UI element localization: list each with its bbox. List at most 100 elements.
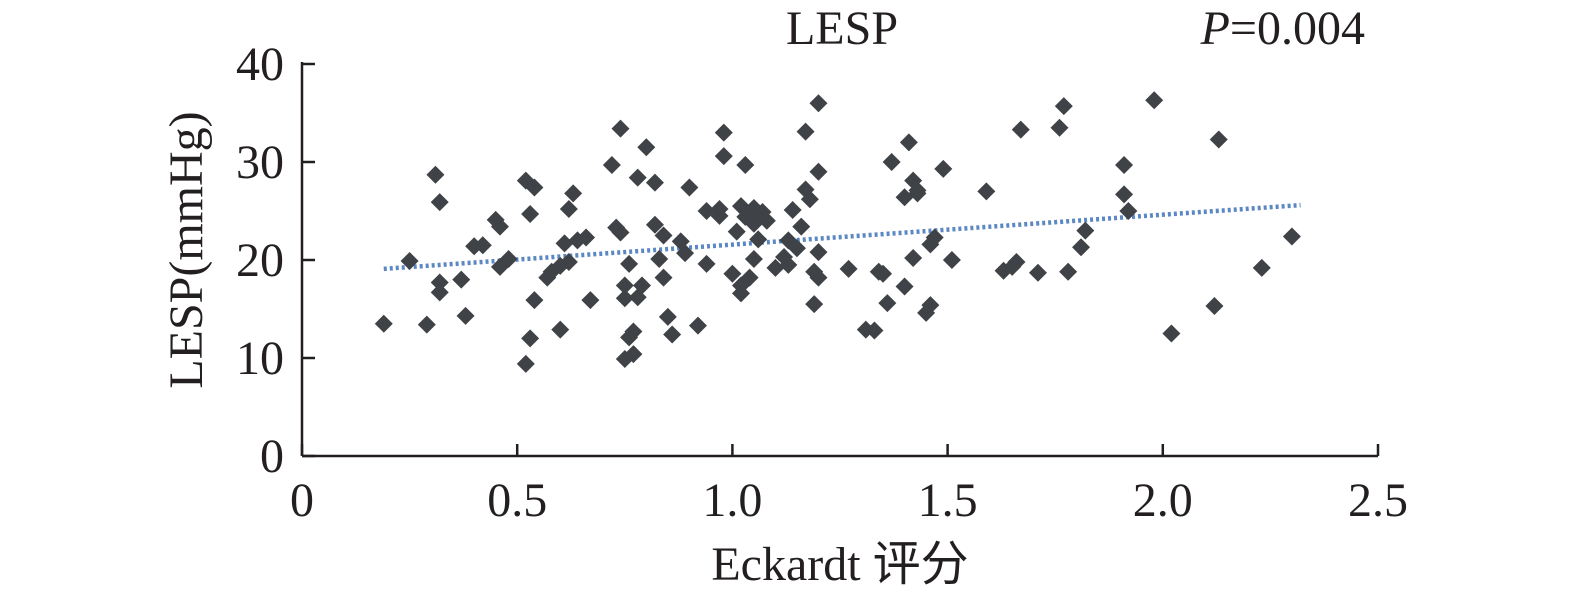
data-point [521, 204, 540, 223]
data-point [865, 321, 884, 340]
data-point [882, 153, 901, 171]
y-tick-label: 0 [260, 430, 284, 483]
data-point [977, 182, 996, 201]
data-point [766, 258, 785, 277]
data-point [934, 159, 953, 178]
data-point [430, 283, 449, 302]
data-point [615, 276, 634, 295]
data-point [611, 223, 630, 242]
data-point [417, 315, 436, 334]
data-point [714, 147, 733, 166]
data-point [921, 296, 940, 315]
data-point [430, 273, 449, 292]
data-point [559, 200, 578, 219]
data-point [809, 94, 828, 113]
data-point [676, 244, 695, 263]
data-point [490, 217, 509, 236]
data-point [1119, 202, 1138, 220]
data-point [400, 251, 419, 270]
data-point [925, 228, 944, 247]
trendline-group [383, 202, 1301, 272]
data-point [525, 178, 544, 197]
data-point [908, 181, 927, 200]
data-point [430, 193, 449, 212]
trendline [383, 202, 1301, 272]
data-point [551, 320, 570, 339]
data-point [749, 230, 768, 249]
data-point [628, 168, 647, 187]
data-point [555, 234, 574, 253]
data-point [744, 250, 763, 269]
y-tick-label: 40 [236, 38, 284, 91]
data-point [1252, 258, 1271, 277]
data-point [645, 215, 664, 234]
data-point [374, 314, 393, 333]
data-point [426, 165, 445, 184]
data-point [1054, 97, 1073, 116]
data-point [577, 228, 596, 247]
data-point [1072, 238, 1091, 257]
data-point [839, 259, 858, 278]
data-point [1011, 120, 1030, 139]
data-point [1059, 262, 1078, 281]
data-point [723, 264, 742, 283]
data-point [800, 190, 819, 209]
data-point [499, 250, 518, 269]
data-point [581, 291, 600, 310]
y-tick-label: 20 [236, 234, 284, 287]
x-tick-label: 0.5 [487, 474, 547, 527]
data-point [727, 222, 746, 241]
data-point [680, 178, 699, 197]
axes: 0 10 20 30 40 0 0.5 1.0 1.5 2.0 2.5 [236, 38, 1408, 527]
data-point [740, 268, 759, 287]
data-point [942, 251, 961, 269]
y-tick-label: 10 [236, 332, 284, 385]
data-point [792, 217, 811, 236]
data-point [1205, 297, 1224, 316]
data-point [615, 289, 634, 308]
data-point [1162, 324, 1181, 343]
x-axis-label: Eckardt 评分 [711, 538, 968, 591]
data-point [473, 236, 492, 255]
data-point [645, 173, 664, 192]
data-point [521, 329, 540, 348]
x-tick-label: 2.5 [1348, 474, 1408, 527]
data-point [650, 250, 669, 269]
data-point [633, 276, 652, 295]
data-point [796, 122, 815, 141]
data-point [456, 306, 475, 325]
chart-title: LESP [786, 2, 898, 55]
x-tick-label: 0 [290, 474, 314, 527]
data-point [710, 200, 729, 219]
data-point [787, 239, 806, 258]
data-point [688, 316, 707, 335]
data-point [1115, 185, 1134, 204]
data-point [654, 268, 673, 287]
data-point [663, 325, 682, 344]
x-tick-label: 2.0 [1133, 474, 1193, 527]
data-point [559, 252, 578, 271]
data-point [624, 345, 643, 364]
data-point [1076, 221, 1095, 240]
p-value-text: =0.004 [1230, 2, 1365, 55]
data-point [1050, 118, 1069, 137]
data-point [878, 294, 897, 313]
data-point [658, 307, 677, 326]
data-point [899, 133, 918, 152]
data-point [779, 255, 798, 274]
data-point [809, 162, 828, 181]
data-point [1007, 252, 1026, 271]
y-tick-label: 30 [236, 136, 284, 189]
data-point [697, 254, 716, 273]
data-point [637, 138, 656, 157]
data-point [620, 254, 639, 273]
data-point [564, 184, 583, 203]
data-point [895, 277, 914, 296]
p-value-prefix: P [1200, 2, 1230, 55]
data-point [783, 201, 802, 220]
data-point [736, 155, 755, 174]
data-point [1145, 91, 1164, 110]
data-point [809, 243, 828, 262]
data-point [714, 123, 733, 142]
